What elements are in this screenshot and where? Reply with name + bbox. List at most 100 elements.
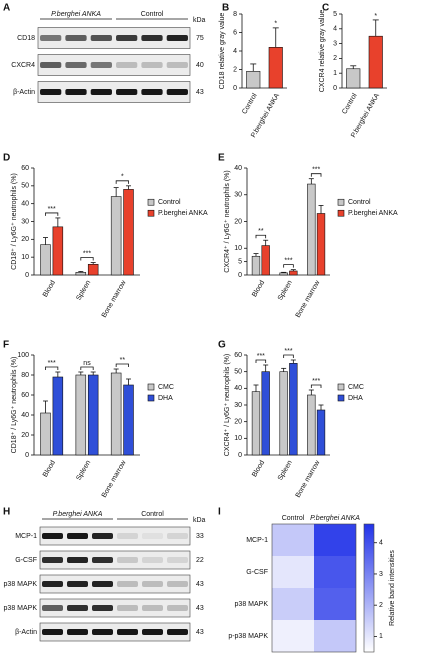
group-label: Control bbox=[141, 11, 164, 18]
blot-band bbox=[141, 62, 163, 68]
blot-strip bbox=[37, 81, 191, 103]
bar bbox=[316, 213, 326, 276]
y-axis-label: CD18⁺ / Ly6G⁺ neutrophils (%) bbox=[11, 173, 18, 270]
error-bar bbox=[290, 359, 296, 364]
significance-bracket bbox=[283, 264, 294, 268]
column-label: P.berghei ANKA bbox=[310, 515, 360, 522]
legend-label: DHA bbox=[348, 395, 363, 402]
colorbar-tick-label: 3 bbox=[379, 571, 383, 578]
blot-strip bbox=[39, 526, 191, 546]
error-bar bbox=[318, 404, 324, 410]
row-label: β-Actin bbox=[13, 89, 35, 96]
blot-band bbox=[166, 89, 188, 95]
significance: *** bbox=[312, 167, 320, 174]
legend-swatch bbox=[147, 394, 155, 402]
significance: *** bbox=[257, 353, 265, 360]
blot-band bbox=[142, 629, 163, 635]
error-bar bbox=[308, 178, 314, 185]
bar bbox=[75, 272, 87, 276]
significance-bracket bbox=[310, 173, 322, 177]
legend-label: CMC bbox=[348, 384, 364, 391]
y-tick-label: 3 bbox=[333, 40, 337, 47]
row-label: β-Actin bbox=[15, 629, 37, 636]
blot-band bbox=[167, 605, 188, 611]
blot-band bbox=[142, 533, 163, 539]
kda-label: 22 bbox=[196, 557, 204, 564]
error-bar bbox=[42, 237, 48, 245]
x-tick-label: Spleen bbox=[75, 279, 92, 301]
blot-band bbox=[40, 62, 62, 68]
blot-band bbox=[116, 35, 138, 41]
blot-strip bbox=[37, 54, 191, 76]
significance: *** bbox=[48, 206, 56, 213]
bar bbox=[75, 374, 87, 456]
blot-band bbox=[42, 581, 63, 587]
bar bbox=[40, 244, 51, 276]
bar bbox=[251, 391, 261, 456]
blot-band bbox=[67, 629, 88, 635]
blot-band bbox=[67, 557, 88, 563]
x-tick-label: Spleen bbox=[277, 279, 294, 301]
blot-band bbox=[117, 605, 138, 611]
y-tick-label: 40 bbox=[234, 165, 242, 172]
error-bar bbox=[113, 187, 119, 197]
y-tick-label: 60 bbox=[21, 392, 29, 399]
y-axis-label: CXCR4 relative gray value bbox=[319, 10, 326, 93]
kda-label: 40 bbox=[196, 62, 204, 69]
y-tick-label: 50 bbox=[234, 369, 242, 376]
x-tick-label: Bone marrow bbox=[101, 279, 128, 319]
kda-label: 75 bbox=[196, 35, 204, 42]
legend-label: DHA bbox=[158, 395, 173, 402]
heat-cell bbox=[272, 620, 314, 652]
blot-band bbox=[141, 89, 163, 95]
panel-letter: F bbox=[3, 340, 9, 351]
heat-cell bbox=[314, 556, 356, 588]
blot-band bbox=[142, 557, 163, 563]
blot-strip bbox=[39, 622, 191, 642]
column-label: Control bbox=[282, 515, 305, 522]
blot-band bbox=[167, 533, 188, 539]
y-tick-label: 50 bbox=[21, 183, 29, 190]
blot-band bbox=[42, 629, 63, 635]
panel-letter: H bbox=[3, 507, 10, 518]
colorbar-tick-label: 1 bbox=[379, 633, 383, 640]
y-tick-label: 10 bbox=[234, 245, 242, 252]
legend-label: P.berghei ANKA bbox=[158, 210, 208, 217]
significance-bracket bbox=[115, 180, 129, 184]
error-bar bbox=[372, 19, 379, 37]
blot-band bbox=[167, 557, 188, 563]
bar bbox=[279, 371, 288, 456]
row-label: p38 MAPK bbox=[235, 601, 269, 608]
significance: ns bbox=[83, 360, 91, 367]
heat-cell bbox=[272, 524, 314, 556]
panel-letter: A bbox=[3, 3, 10, 14]
blot-band bbox=[141, 35, 163, 41]
row-label: CD18 bbox=[17, 35, 35, 42]
significance-bracket bbox=[255, 234, 267, 239]
bar bbox=[289, 270, 298, 276]
row-label: CXCR4 bbox=[11, 62, 35, 69]
panel-letter: B bbox=[222, 3, 229, 14]
heat-cell bbox=[314, 588, 356, 620]
significance-bracket bbox=[80, 366, 94, 370]
blot-band bbox=[65, 89, 87, 95]
y-tick-label: 0 bbox=[238, 452, 242, 459]
blot-band bbox=[92, 581, 113, 587]
y-tick-label: 20 bbox=[21, 236, 29, 243]
legend-swatch bbox=[147, 209, 155, 217]
blot-band bbox=[117, 581, 138, 587]
blot-band bbox=[117, 533, 138, 539]
bar bbox=[110, 196, 122, 276]
unit-label: kDa bbox=[193, 517, 206, 524]
colorbar-label: Relative band intensities bbox=[389, 550, 396, 626]
y-tick-label: 0 bbox=[333, 85, 337, 92]
y-tick-label: 100 bbox=[17, 352, 29, 359]
error-bar bbox=[272, 27, 279, 48]
bar bbox=[261, 371, 270, 456]
bar bbox=[246, 71, 261, 89]
error-bar bbox=[250, 63, 257, 72]
error-bar bbox=[281, 367, 287, 372]
blot-band bbox=[90, 62, 112, 68]
error-bar bbox=[55, 217, 61, 227]
y-tick-label: 10 bbox=[234, 435, 242, 442]
